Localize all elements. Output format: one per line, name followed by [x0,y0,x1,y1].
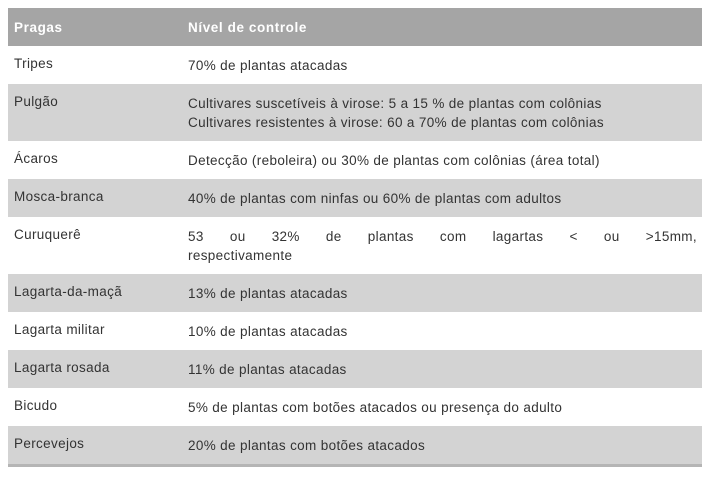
level-cell: 11% de plantas atacadas [188,360,702,379]
level-line: 13% de plantas atacadas [188,286,348,301]
level-cell: 40% de plantas com ninfas ou 60% de plan… [188,189,702,208]
level-cell: 53 ou 32% de plantas com lagartas < ou >… [188,227,702,265]
level-line: 40% de plantas com ninfas ou 60% de plan… [188,191,562,206]
level-line: 11% de plantas atacadas [188,362,347,377]
pest-cell: Pulgão [14,94,59,109]
level-line: 5% de plantas com botões atacados ou pre… [188,400,563,415]
level-line: Cultivares resistentes à virose: 60 a 70… [188,115,604,130]
table-row: Ácaros Detecção (reboleira) ou 30% de pl… [8,141,702,179]
level-line: 53 ou 32% de plantas com lagartas < ou >… [188,229,697,244]
table-row: Tripes 70% de plantas atacadas [8,46,702,84]
pest-cell: Ácaros [14,151,59,166]
table-row: Pulgão Cultivares suscetíveis à virose: … [8,84,702,141]
pest-cell: Tripes [14,56,54,71]
level-line: 10% de plantas atacadas [188,324,348,339]
table-row: Lagarta-da-maçã 13% de plantas atacadas [8,274,702,312]
pest-cell: Percevejos [14,436,85,451]
pest-cell: Lagarta-da-maçã [14,284,123,299]
level-cell: 5% de plantas com botões atacados ou pre… [188,398,702,417]
level-line: Cultivares suscetíveis à virose: 5 a 15 … [188,96,602,111]
level-cell: 70% de plantas atacadas [188,56,702,75]
level-line: 20% de plantas com botões atacados [188,438,426,453]
pest-cell: Mosca-branca [14,189,104,204]
level-cell: Detecção (reboleira) ou 30% de plantas c… [188,151,702,170]
level-cell: 20% de plantas com botões atacados [188,436,702,455]
table-header-row: Pragas Nível de controle [8,8,702,46]
table-row: Lagarta militar 10% de plantas atacadas [8,312,702,350]
header-control-level: Nível de controle [188,19,307,35]
table-row: Percevejos 20% de plantas com botões ata… [8,426,702,464]
level-line: Detecção (reboleira) ou 30% de plantas c… [188,153,600,168]
table-row: Bicudo 5% de plantas com botões atacados… [8,388,702,426]
table-body: Tripes 70% de plantas atacadas Pulgão Cu… [8,46,702,464]
table-row: Lagarta rosada 11% de plantas atacadas [8,350,702,388]
level-line: 70% de plantas atacadas [188,58,348,73]
level-line: respectivamente [188,248,293,263]
table-row: Curuquerê 53 ou 32% de plantas com lagar… [8,217,702,274]
level-cell: 13% de plantas atacadas [188,284,702,303]
pest-cell: Lagarta rosada [14,360,110,375]
header-pests: Pragas [14,19,63,35]
level-cell: 10% de plantas atacadas [188,322,702,341]
level-cell: Cultivares suscetíveis à virose: 5 a 15 … [188,94,702,132]
pest-control-table: Pragas Nível de controle Tripes 70% de p… [8,8,702,467]
table-row: Mosca-branca 40% de plantas com ninfas o… [8,179,702,217]
pest-cell: Lagarta militar [14,322,105,337]
pest-cell: Bicudo [14,398,58,413]
pest-cell: Curuquerê [14,227,81,242]
